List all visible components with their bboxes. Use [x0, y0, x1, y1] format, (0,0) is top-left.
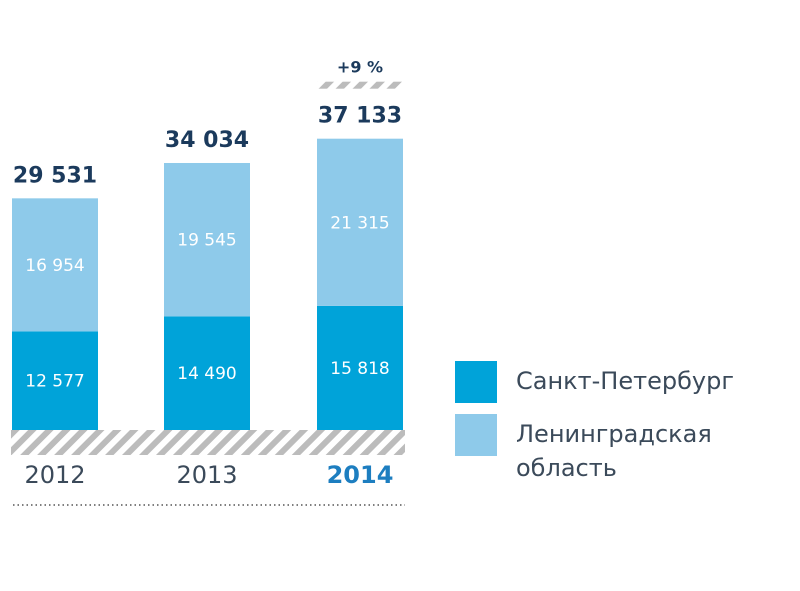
value-label-2013-lenobl: 19 545	[177, 231, 236, 251]
bars-layer	[12, 138, 403, 430]
legend-label-0-line-0: Санкт-Петербург	[516, 367, 734, 395]
value-label-2013-spb: 14 490	[177, 364, 236, 384]
legend-swatch-0	[455, 361, 497, 403]
legend-label-1-line-1: область	[516, 454, 617, 482]
category-label-2014: 2014	[327, 461, 394, 489]
value-label-2012-spb: 12 577	[25, 372, 84, 392]
labels-layer: 12 577 16 954 29 531 2012 14 490 19 545 34 034…	[13, 58, 403, 489]
bar-segment-2012-spb	[12, 331, 98, 430]
value-label-2014-spb: 15 818	[330, 359, 389, 379]
bar-segment-2013-lenobl	[164, 162, 250, 317]
axis-baseline-hatch	[11, 430, 405, 455]
value-label-2012-lenobl: 16 954	[25, 256, 84, 276]
bar-segment-2014-lenobl	[317, 138, 403, 306]
value-label-2014-lenobl: 21 315	[330, 213, 389, 233]
growth-annotation: +9 %	[337, 58, 383, 77]
bar-segment-2012-lenobl	[12, 198, 98, 332]
total-label-2013: 34 034	[165, 128, 249, 153]
category-label-2013: 2013	[176, 461, 237, 489]
bar-segment-2013-spb	[164, 316, 250, 430]
bar-segment-2014-spb	[317, 305, 403, 430]
legend-swatch-1	[455, 414, 497, 456]
legend-label-1-line-0: Ленинградская	[516, 420, 712, 448]
total-label-2012: 29 531	[13, 163, 97, 188]
growth-hatch-bar	[317, 81, 403, 89]
total-label-2014: 37 133	[318, 104, 402, 129]
category-label-2012: 2012	[24, 461, 85, 489]
legend: Санкт-Петербург Ленинградская область	[455, 361, 734, 482]
